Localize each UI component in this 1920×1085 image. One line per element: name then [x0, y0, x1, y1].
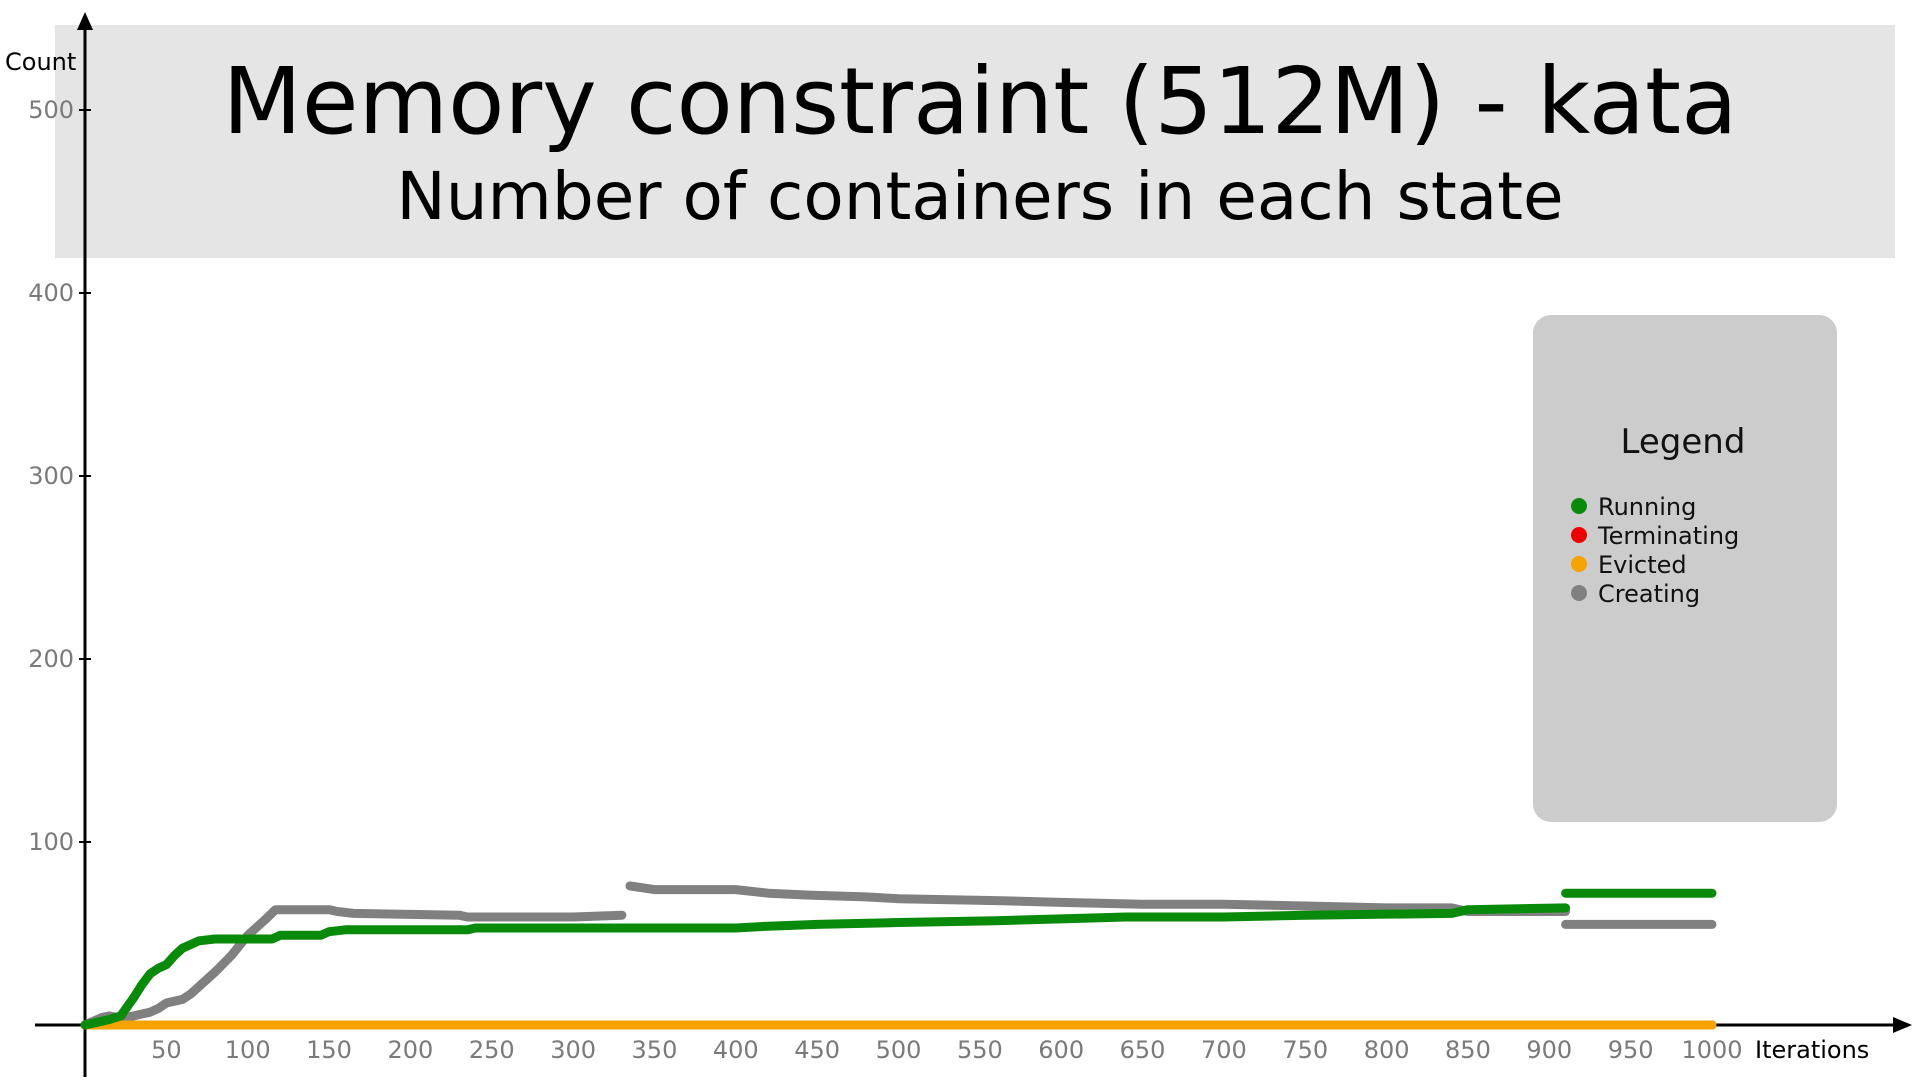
x-tick-label: 950: [1608, 1036, 1654, 1064]
x-tick-group: 50 100 150 200 250 300 350 400 450 500 550 600 650 70…: [151, 1036, 1742, 1064]
y-tick-label: 400: [28, 279, 74, 307]
x-tick-label: 250: [469, 1036, 515, 1064]
x-tick-label: 850: [1445, 1036, 1491, 1064]
x-tick-label: 450: [794, 1036, 840, 1064]
x-tick-label: 550: [957, 1036, 1003, 1064]
x-tick-label: 800: [1364, 1036, 1410, 1064]
x-tick-label: 650: [1120, 1036, 1166, 1064]
series-group: [85, 886, 1712, 1025]
chart-subtitle: Number of containers in each state: [396, 158, 1563, 235]
legend-dot-icon: [1571, 527, 1587, 543]
legend-title: Legend: [1621, 422, 1746, 462]
x-tick-label: 300: [550, 1036, 596, 1064]
x-axis-title: Iterations: [1755, 1036, 1869, 1064]
chart-title: Memory constraint (512M) - kata: [223, 48, 1738, 155]
x-tick-label: 350: [632, 1036, 678, 1064]
x-tick-label: 900: [1526, 1036, 1572, 1064]
y-tick-label: 300: [28, 462, 74, 490]
x-tick-label: 200: [387, 1036, 433, 1064]
x-tick-label: 100: [225, 1036, 271, 1064]
x-tick-label: 750: [1282, 1036, 1328, 1064]
legend-label-creating: Creating: [1598, 580, 1700, 608]
x-tick-label: 600: [1038, 1036, 1084, 1064]
y-axis-arrow-icon: [77, 12, 93, 30]
legend-label-running: Running: [1598, 493, 1696, 521]
series-line-running: [85, 908, 1566, 1025]
x-tick-label: 400: [713, 1036, 759, 1064]
y-tick-label: 500: [28, 96, 74, 124]
x-tick-label: 700: [1201, 1036, 1247, 1064]
y-axis-title: Count: [5, 48, 76, 76]
legend-label-evicted: Evicted: [1598, 551, 1687, 579]
x-tick-label: 50: [151, 1036, 182, 1064]
y-tick-label: 200: [28, 645, 74, 673]
legend-dot-icon: [1571, 556, 1587, 572]
legend-dot-icon: [1571, 498, 1587, 514]
x-tick-label: 1000: [1681, 1036, 1742, 1064]
x-axis-arrow-icon: [1893, 1017, 1912, 1033]
legend-dot-icon: [1571, 585, 1587, 601]
legend-label-terminating: Terminating: [1597, 522, 1739, 550]
x-tick-label: 500: [876, 1036, 922, 1064]
x-tick-label: 150: [306, 1036, 352, 1064]
y-tick-label: 100: [28, 828, 74, 856]
series-line-creating: [630, 886, 1566, 912]
